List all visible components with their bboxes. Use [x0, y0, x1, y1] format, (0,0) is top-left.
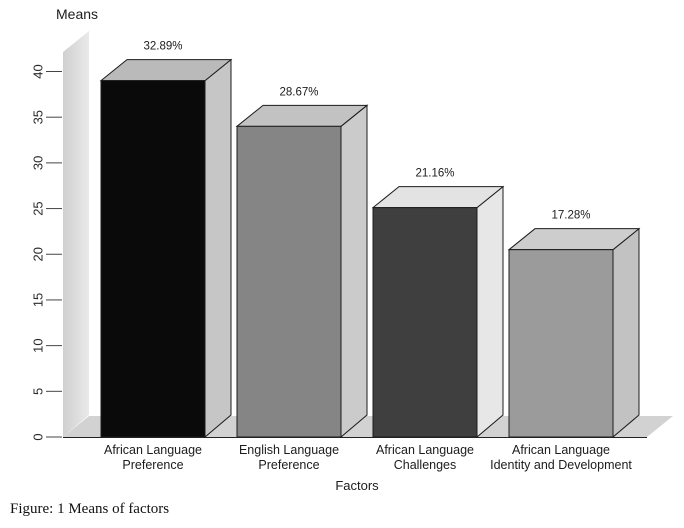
category-label-line: African Language — [104, 443, 202, 457]
y-axis: 0 5 10 15 20 25 30 35 40 — [31, 64, 62, 441]
category-label-line: African Language — [512, 443, 610, 457]
bar-side — [204, 58, 232, 439]
y-tick-label: 35 — [31, 110, 46, 124]
category-label-line: Challenges — [394, 458, 457, 472]
bar-value-label: 28.67% — [279, 86, 318, 98]
y-tick-label: 10 — [31, 338, 46, 352]
category-label-line: English Language — [239, 443, 339, 457]
category-label-line: Identity and Development — [490, 458, 632, 472]
y-tick-label: 25 — [31, 201, 46, 215]
y-tick-label: 40 — [31, 64, 46, 78]
axis-wall — [63, 31, 89, 437]
category-label-line: Preference — [258, 458, 319, 472]
bar-value-label: 32.89% — [143, 41, 182, 53]
bar-front — [372, 207, 478, 438]
y-tick-label: 0 — [31, 433, 46, 440]
bar-side — [612, 227, 640, 439]
figure-caption: Figure: 1 Means of factors — [10, 501, 170, 517]
bar-front — [100, 80, 206, 438]
y-tick-label: 20 — [31, 247, 46, 261]
category-label-line: African Language — [376, 443, 474, 457]
y-axis-title: Means — [56, 6, 99, 22]
y-tick-label: 5 — [31, 388, 46, 395]
bar-side — [340, 104, 368, 439]
bar-front — [508, 249, 614, 438]
bar-side — [476, 185, 504, 439]
x-axis-title: Factors — [335, 478, 379, 493]
y-tick-label: 15 — [31, 293, 46, 307]
bar-front — [236, 125, 342, 438]
category-label-line: Preference — [122, 458, 183, 472]
bar-value-label: 21.16% — [415, 168, 454, 180]
y-tick-label: 30 — [31, 156, 46, 170]
bar-value-label: 17.28% — [551, 210, 590, 222]
